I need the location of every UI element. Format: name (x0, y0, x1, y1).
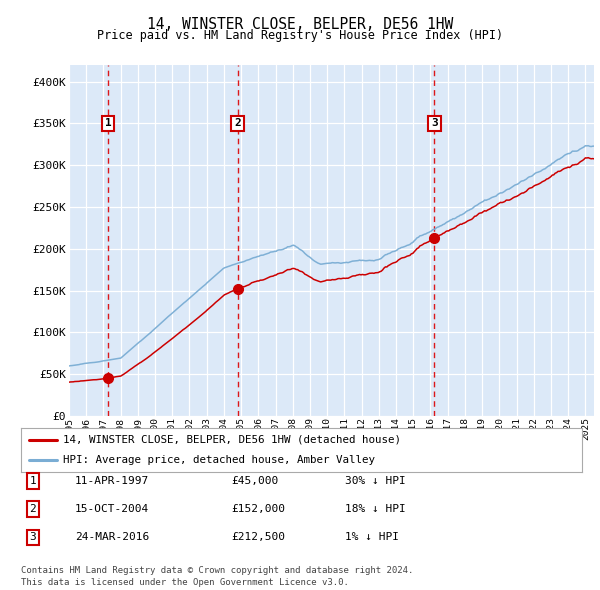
Text: 14, WINSTER CLOSE, BELPER, DE56 1HW: 14, WINSTER CLOSE, BELPER, DE56 1HW (147, 17, 453, 31)
Text: £212,500: £212,500 (231, 533, 285, 542)
Text: 2: 2 (234, 119, 241, 129)
Text: Contains HM Land Registry data © Crown copyright and database right 2024.
This d: Contains HM Land Registry data © Crown c… (21, 566, 413, 587)
Text: 30% ↓ HPI: 30% ↓ HPI (345, 476, 406, 486)
Text: HPI: Average price, detached house, Amber Valley: HPI: Average price, detached house, Ambe… (63, 455, 375, 465)
Text: £45,000: £45,000 (231, 476, 278, 486)
Text: Price paid vs. HM Land Registry's House Price Index (HPI): Price paid vs. HM Land Registry's House … (97, 29, 503, 42)
Text: 3: 3 (29, 533, 37, 542)
Text: £152,000: £152,000 (231, 504, 285, 514)
Text: 14, WINSTER CLOSE, BELPER, DE56 1HW (detached house): 14, WINSTER CLOSE, BELPER, DE56 1HW (det… (63, 435, 401, 445)
Text: 3: 3 (431, 119, 438, 129)
Text: 18% ↓ HPI: 18% ↓ HPI (345, 504, 406, 514)
Text: 1% ↓ HPI: 1% ↓ HPI (345, 533, 399, 542)
Text: 1: 1 (29, 476, 37, 486)
Text: 15-OCT-2004: 15-OCT-2004 (75, 504, 149, 514)
Text: 11-APR-1997: 11-APR-1997 (75, 476, 149, 486)
Text: 2: 2 (29, 504, 37, 514)
Text: 24-MAR-2016: 24-MAR-2016 (75, 533, 149, 542)
Text: 1: 1 (105, 119, 112, 129)
